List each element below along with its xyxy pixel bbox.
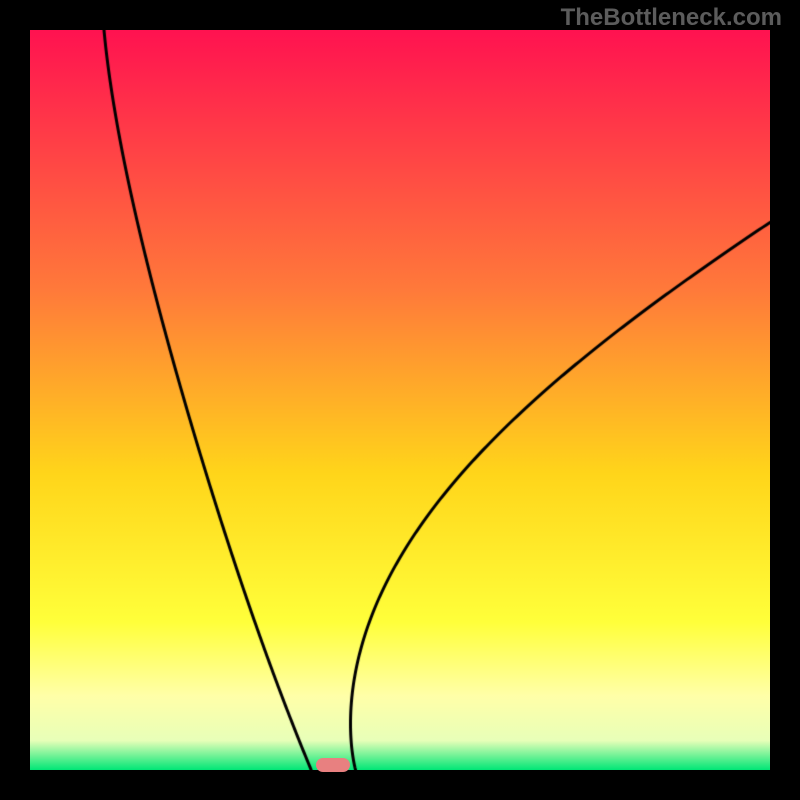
minimum-marker bbox=[316, 758, 350, 772]
plot-area bbox=[30, 30, 770, 770]
chart-container: TheBottleneck.com bbox=[0, 0, 800, 800]
watermark-text: TheBottleneck.com bbox=[561, 4, 782, 32]
curve-line bbox=[30, 30, 770, 770]
